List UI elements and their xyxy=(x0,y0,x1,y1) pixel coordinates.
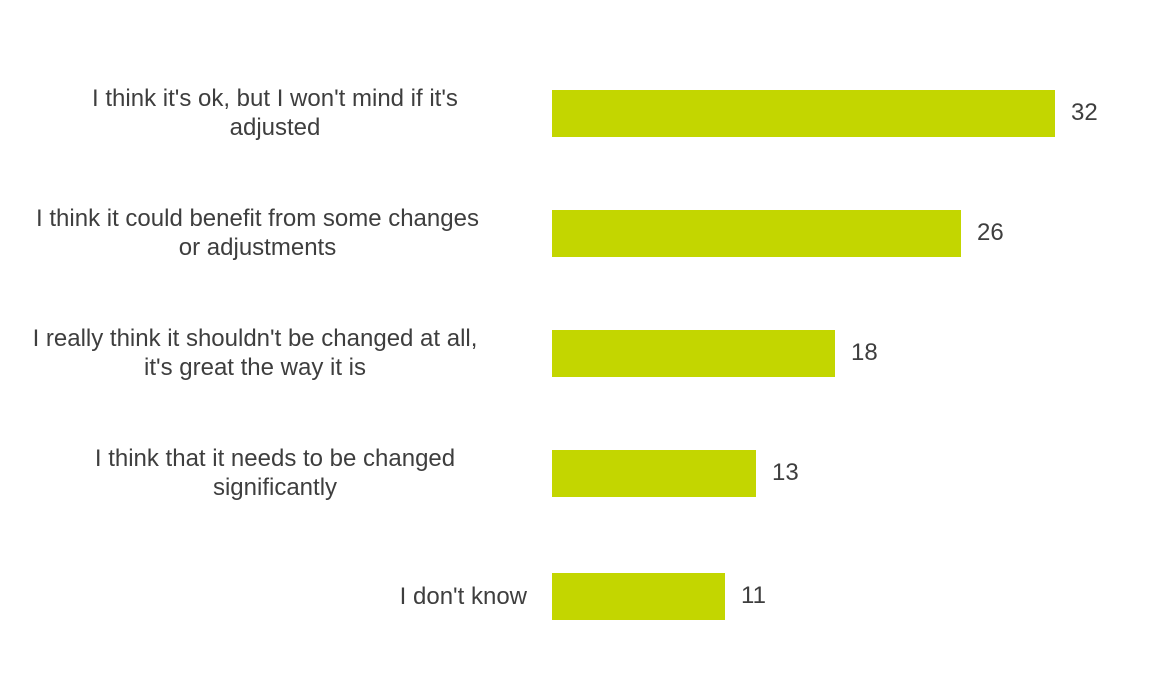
value-label: 13 xyxy=(772,459,799,486)
value-label: 26 xyxy=(977,219,1004,246)
value-label: 11 xyxy=(741,582,766,609)
bar-row: I really think it shouldn't be changed a… xyxy=(0,293,1150,413)
bar-row: I think it's ok, but I won't mind if it'… xyxy=(0,53,1150,173)
bar xyxy=(552,209,961,257)
bar xyxy=(552,329,835,377)
bar xyxy=(552,449,756,497)
category-label-cell: I think that it needs to be changed sign… xyxy=(0,444,552,502)
bar xyxy=(552,89,1055,137)
value-label: 32 xyxy=(1071,99,1098,126)
category-label-cell: I think it's ok, but I won't mind if it'… xyxy=(0,84,552,142)
bar-row: I don't know 11 xyxy=(0,536,1150,656)
bar xyxy=(552,572,725,620)
bar-row: I think it could benefit from some chang… xyxy=(0,173,1150,293)
category-label-cell: I really think it shouldn't be changed a… xyxy=(0,324,552,382)
category-label: I think it's ok, but I won't mind if it'… xyxy=(92,85,458,141)
category-label-cell: I think it could benefit from some chang… xyxy=(0,204,552,262)
category-label: I don't know xyxy=(399,582,527,610)
category-label: I really think it shouldn't be changed a… xyxy=(32,325,478,381)
value-label: 18 xyxy=(851,339,878,366)
category-label: I think it could benefit from some chang… xyxy=(36,205,479,261)
category-label-cell: I don't know xyxy=(0,582,552,611)
bar-row: I think that it needs to be changed sign… xyxy=(0,413,1150,533)
category-label: I think that it needs to be changed sign… xyxy=(94,445,456,501)
